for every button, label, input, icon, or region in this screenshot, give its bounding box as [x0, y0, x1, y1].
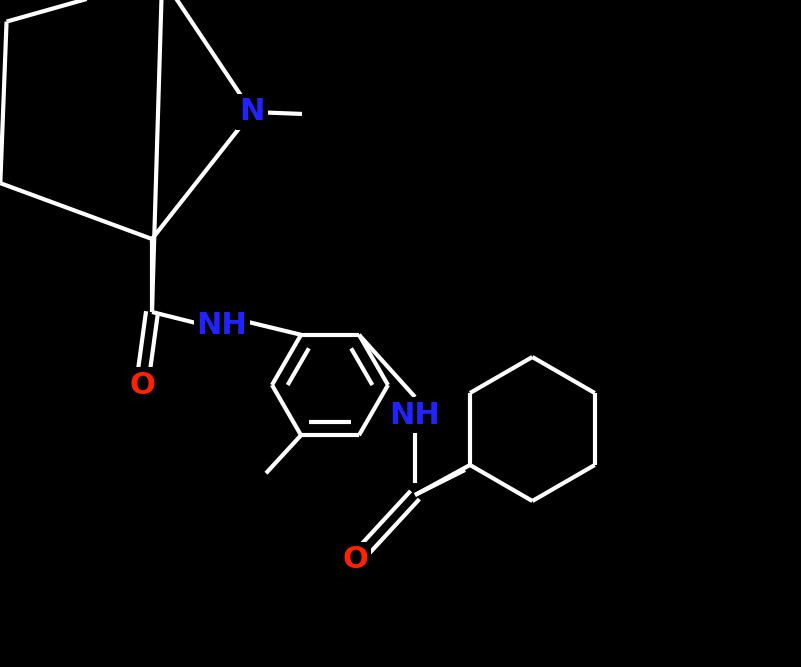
Text: NH: NH — [389, 400, 441, 430]
Text: N: N — [239, 97, 264, 127]
Text: O: O — [129, 370, 155, 400]
Text: O: O — [342, 546, 368, 574]
Text: NH: NH — [196, 311, 248, 340]
